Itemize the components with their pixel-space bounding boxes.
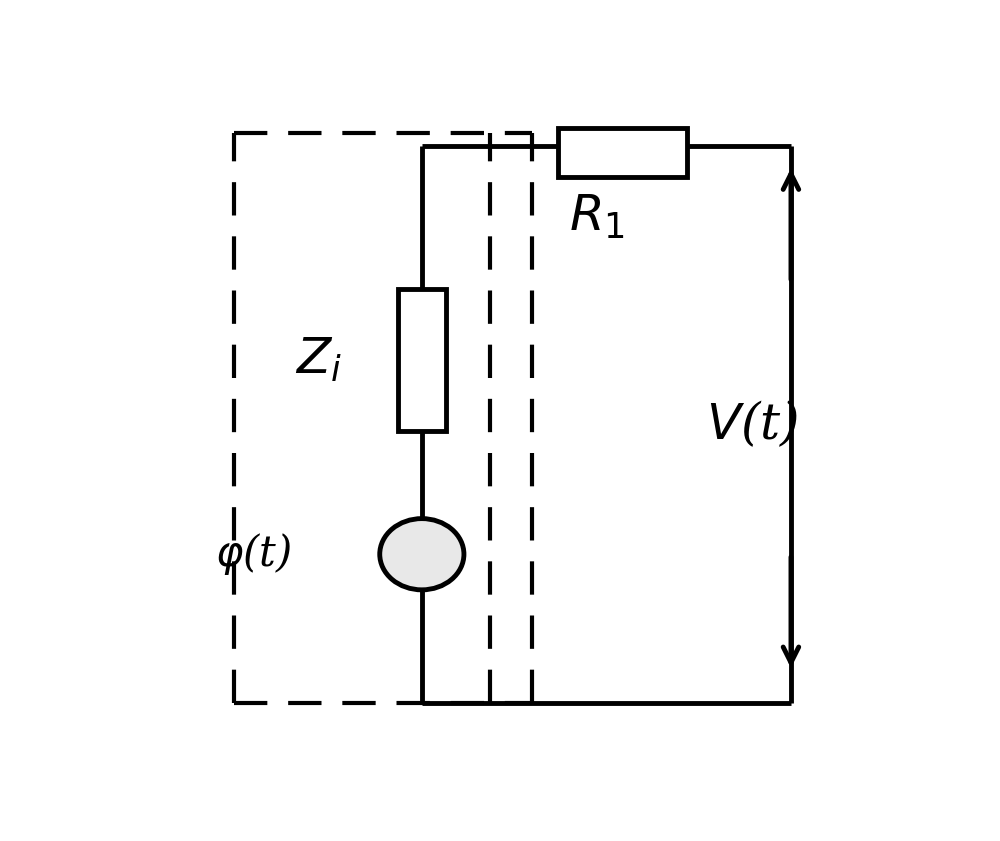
Text: $\varphi$(t): $\varphi$(t) — [215, 532, 292, 577]
Text: $V$(t): $V$(t) — [706, 399, 799, 450]
Ellipse shape — [380, 519, 464, 590]
Text: $R_1$: $R_1$ — [569, 193, 625, 242]
Text: $Z_i$: $Z_i$ — [295, 336, 342, 384]
Bar — [398, 288, 446, 431]
Bar — [558, 129, 687, 177]
